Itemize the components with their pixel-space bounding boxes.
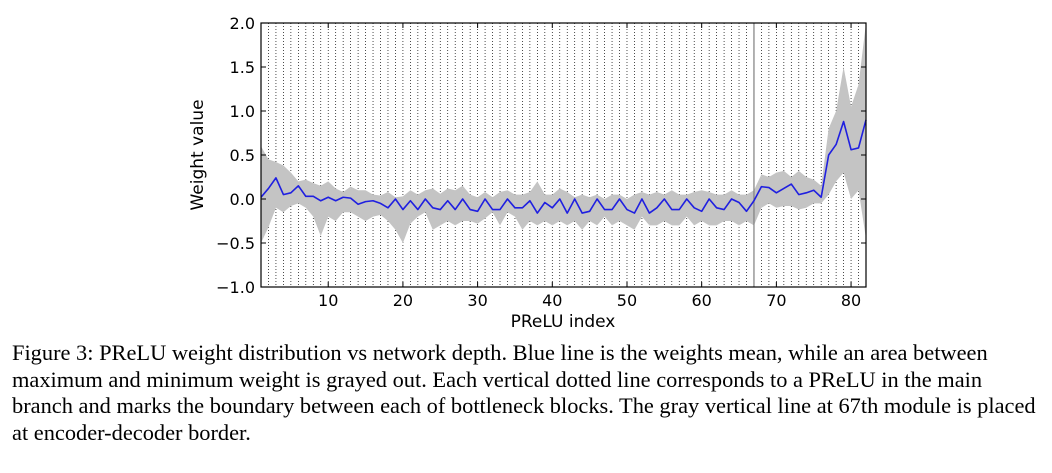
y-tick-label: 1.5 bbox=[230, 58, 255, 77]
axis-ticks bbox=[261, 22, 866, 288]
min-max-range-area bbox=[261, 23, 866, 243]
y-tick-label: 0.0 bbox=[230, 190, 255, 209]
y-tick-label: −1.0 bbox=[216, 278, 255, 297]
figure-caption: Figure 3: PReLU weight distribution vs n… bbox=[12, 340, 1036, 445]
x-tick-labels: 10 20 30 40 50 60 70 80 bbox=[318, 291, 861, 310]
y-tick-label: 0.5 bbox=[230, 146, 255, 165]
prelu-weight-chart: 2.0 1.5 1.0 0.5 0.0 −0.5 −1.0 10 20 30 40 50 60 70 80… bbox=[188, 14, 867, 332]
y-axis-label: Weight value bbox=[188, 99, 208, 210]
mean-weight-line bbox=[260, 119, 867, 214]
y-tick-labels: 2.0 1.5 1.0 0.5 0.0 −0.5 −1.0 bbox=[216, 14, 255, 297]
plot-frame bbox=[260, 22, 867, 288]
y-tick-label: 2.0 bbox=[230, 14, 255, 33]
x-tick-label: 20 bbox=[393, 291, 413, 310]
y-tick-label: −0.5 bbox=[216, 234, 255, 253]
x-tick-label: 60 bbox=[691, 291, 711, 310]
x-tick-label: 40 bbox=[542, 291, 562, 310]
x-tick-label: 30 bbox=[467, 291, 487, 310]
y-tick-label: 1.0 bbox=[230, 102, 255, 121]
x-tick-label: 80 bbox=[841, 291, 861, 310]
vertical-dotted-grid bbox=[268, 23, 859, 287]
x-tick-label: 70 bbox=[766, 291, 786, 310]
x-axis-label: PReLU index bbox=[511, 312, 616, 332]
x-tick-label: 10 bbox=[318, 291, 338, 310]
x-tick-label: 50 bbox=[617, 291, 637, 310]
